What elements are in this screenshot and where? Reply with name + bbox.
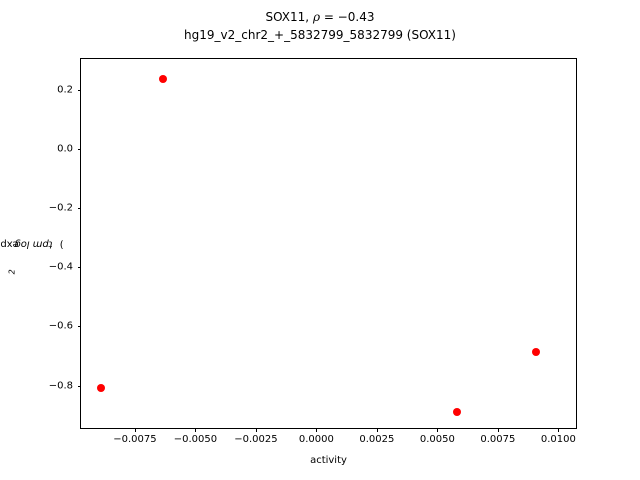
y-axis-tick [77, 326, 81, 328]
y-axis-tick-label: 0.0 [57, 143, 73, 155]
scatter-point [96, 383, 105, 392]
title-gene-rho-prefix: SOX11, [265, 10, 313, 24]
x-axis-tick [376, 428, 378, 432]
title-rho-value: = −0.43 [320, 10, 375, 24]
x-axis-tick [437, 428, 439, 432]
plot-title-line-2: hg19_v2_chr2_+_5832799_5832799 (SOX11) [184, 28, 456, 42]
plot-axes-frame: −0.0075 −0.0050 −0.0025 0.0000 0.0025 0.0050 0… [49, 58, 577, 445]
scatter-plot-area [81, 59, 576, 428]
x-axis-tick-label: 0.0025 [359, 434, 395, 445]
plot-title-line-1: SOX11, ρ = −0.43 [0, 8, 640, 26]
x-axis-tick-label: −0.0025 [234, 434, 278, 445]
x-axis-tick-label: −0.0050 [173, 434, 218, 445]
x-axis-tick [255, 428, 257, 432]
plot-title: SOX11, ρ = −0.43 hg19_v2_chr2_+_5832799_… [0, 8, 640, 44]
x-axis-tick-label: −0.0075 [113, 434, 157, 445]
rho-symbol: ρ [312, 10, 320, 24]
x-axis-label: activity [310, 455, 347, 466]
x-axis-tick-label: 0.0075 [480, 434, 516, 445]
ylabel-math-subscript: 2 [7, 268, 17, 275]
x-axis-tick-label: 0.0100 [540, 434, 576, 445]
x-axis-tick [558, 428, 560, 432]
y-axis-tick [77, 149, 81, 151]
y-axis-tick [77, 385, 81, 387]
y-axis-tick-label: −0.2 [48, 202, 73, 214]
ylabel-suffix: ) [59, 238, 64, 249]
x-axis-tick [134, 428, 136, 432]
x-axis-tick [316, 428, 318, 432]
scatter-point [452, 407, 461, 416]
y-axis-tick [77, 267, 81, 269]
x-axis-tick [497, 428, 499, 432]
y-axis-tick-label: −0.6 [48, 320, 73, 332]
scatter-point [159, 74, 168, 83]
scatter-point [531, 348, 540, 357]
x-axis-tick-label: 0.0000 [298, 434, 334, 445]
y-axis-tick [77, 90, 81, 92]
y-axis-tick [77, 208, 81, 210]
x-axis-tick [195, 428, 197, 432]
x-axis-tick-label: 0.0050 [419, 434, 455, 445]
y-axis-tick-label: 0.2 [57, 84, 73, 96]
y-axis-tick-label: −0.4 [48, 261, 73, 273]
y-axis-tick-label: −0.8 [48, 380, 73, 392]
